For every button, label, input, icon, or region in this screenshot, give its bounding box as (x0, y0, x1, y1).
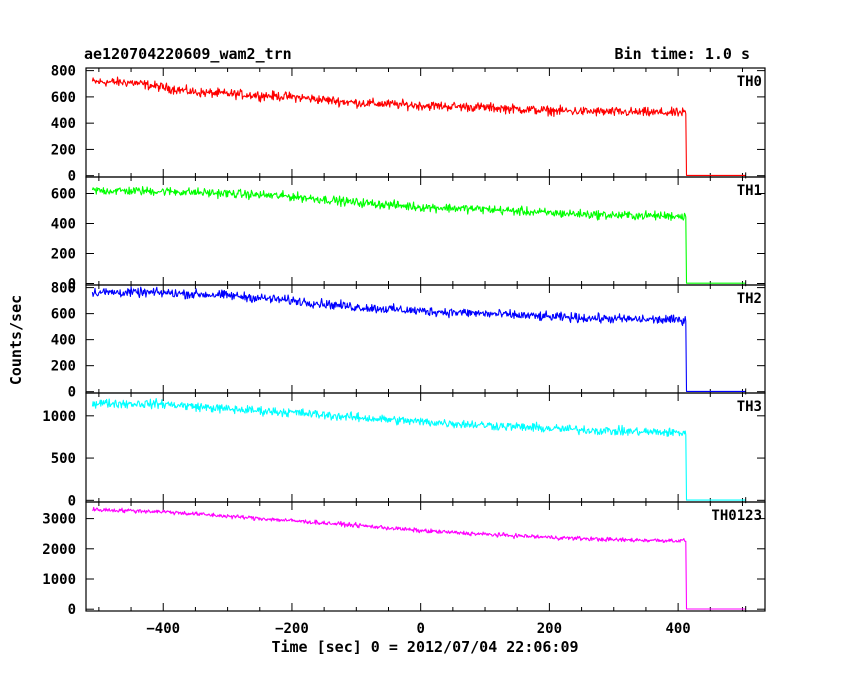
panel-label-th0123: TH0123 (711, 508, 762, 524)
series-line-th0123 (92, 506, 746, 610)
panel-label-th0: TH0 (737, 74, 762, 90)
y-tick-label: 200 (51, 359, 76, 375)
y-tick-label: 0 (68, 169, 76, 185)
y-tick-label: 1000 (42, 572, 76, 588)
y-tick-label: 600 (51, 187, 76, 203)
y-tick-label: 3000 (42, 512, 76, 528)
x-tick-label: 0 (416, 621, 424, 637)
y-tick-label: 600 (51, 90, 76, 106)
panel-frame-th3 (85, 392, 766, 503)
y-axis-label: Counts/sec (6, 294, 25, 386)
y-tick-label: 0 (68, 493, 76, 509)
x-tick-label: −400 (146, 621, 180, 637)
series-line-th2 (91, 286, 746, 392)
x-tick-label: −200 (275, 621, 309, 637)
panel-label-th3: TH3 (737, 399, 762, 415)
y-tick-label: 0 (68, 602, 76, 618)
series-line-th0 (91, 76, 746, 176)
y-tick-label: 400 (51, 116, 76, 132)
panel-label-th1: TH1 (737, 183, 762, 199)
y-tick-label: 500 (51, 451, 76, 467)
y-tick-label: 600 (51, 307, 76, 323)
panel-frame-th0123 (85, 501, 766, 612)
y-tick-label: 400 (51, 333, 76, 349)
y-tick-label: 200 (51, 247, 76, 263)
panel-frame-th1 (85, 176, 766, 286)
panel-label-th2: TH2 (737, 291, 762, 307)
x-axis-label: Time [sec] 0 = 2012/07/04 22:06:09 (271, 638, 579, 656)
y-tick-label: 800 (51, 281, 76, 297)
y-tick-label: 400 (51, 217, 76, 233)
y-tick-label: 2000 (42, 542, 76, 558)
y-tick-label: 800 (51, 64, 76, 80)
y-tick-label: 0 (68, 277, 76, 293)
y-tick-label: 1000 (42, 409, 76, 425)
panel-frame-th0 (85, 67, 766, 178)
y-tick-label: 200 (51, 142, 76, 158)
x-tick-label: 200 (537, 621, 562, 637)
series-line-th3 (91, 397, 746, 501)
series-line-th1 (91, 186, 746, 284)
bin-time-label: Bin time: 1.0 s (614, 45, 750, 63)
y-tick-label: 0 (68, 385, 76, 401)
chart-title: ae120704220609_wam2_trn (84, 45, 292, 63)
panel-frame-th2 (85, 284, 766, 394)
x-tick-label: 400 (665, 621, 690, 637)
